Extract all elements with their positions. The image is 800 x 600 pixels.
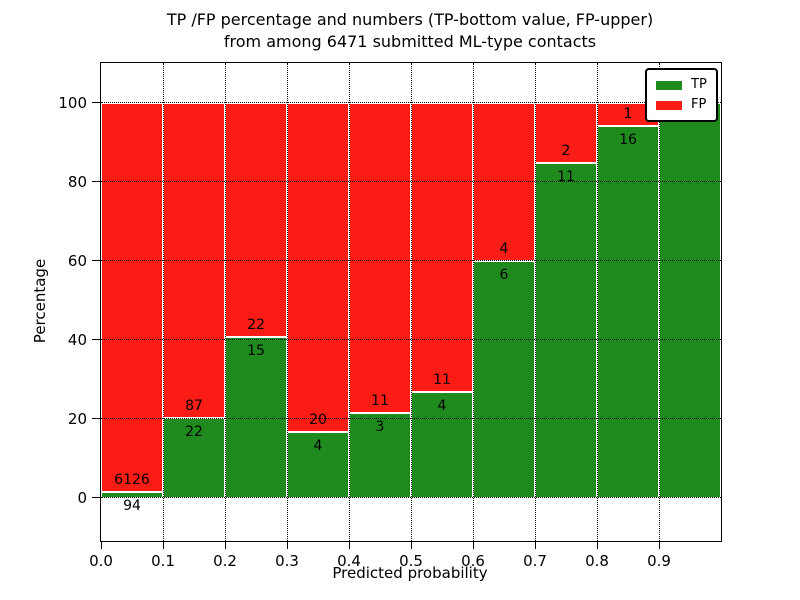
bar-segment-tp: [287, 431, 349, 498]
y-tick-label: 100: [58, 93, 87, 112]
x-tick-mark: [534, 541, 536, 549]
x-tick-label: 0.8: [585, 552, 609, 570]
x-tick-label: 0.3: [275, 552, 299, 570]
x-tick-mark: [286, 541, 288, 549]
tp-count-label: 16: [619, 131, 637, 148]
legend-label-fp: FP: [691, 97, 707, 112]
tp-count-label: 11: [557, 169, 575, 186]
tp-count-label: 6: [499, 266, 509, 283]
y-tick-label: 60: [67, 251, 87, 270]
gridline-vertical: [410, 63, 412, 541]
bar-segment-tp: [535, 163, 597, 498]
x-tick-label: 0.7: [523, 552, 547, 570]
bar-segment-fp: [225, 102, 287, 338]
gridline-vertical: [286, 63, 288, 541]
gridline-vertical: [348, 63, 350, 541]
fp-count-label: 20: [309, 411, 327, 428]
x-tick-mark: [596, 541, 598, 549]
bar-segment-fp: [101, 102, 163, 492]
gridline-vertical: [224, 63, 226, 541]
bar-segment-tp: [411, 392, 473, 498]
legend-label-tp: TP: [691, 77, 707, 92]
x-tick-label: 0.2: [213, 552, 237, 570]
tp-count-label: 22: [185, 423, 203, 440]
legend: TP FP: [645, 68, 718, 122]
tp-count-label: 3: [375, 418, 385, 435]
bar-segment-fp: [535, 102, 597, 164]
gridline-vertical: [658, 63, 660, 541]
gridline-vertical: [596, 63, 598, 541]
y-tick-mark: [92, 181, 100, 182]
bar-segment-tp: [349, 412, 411, 498]
x-tick-mark: [658, 541, 660, 549]
bar-segment-fp: [411, 102, 473, 393]
x-tick-mark: [472, 541, 474, 549]
fp-count-label: 2: [561, 143, 571, 160]
y-tick-label: 80: [67, 172, 87, 191]
tp-count-label: 4: [313, 437, 323, 454]
tp-count-label: 4: [437, 398, 447, 415]
bar-segment-tp: [659, 102, 721, 498]
fp-count-label: 6126: [114, 471, 150, 488]
y-tick-mark: [92, 260, 100, 262]
fp-count-label: 4: [499, 240, 509, 257]
x-axis-label: Predicted probability: [332, 564, 488, 582]
fp-count-label: 11: [433, 372, 451, 389]
legend-entry-tp: TP: [656, 75, 707, 95]
fp-count-label: 22: [247, 317, 265, 334]
x-tick-mark: [348, 541, 350, 549]
chart-title-line1: TP /FP percentage and numbers (TP-bottom…: [166, 10, 654, 29]
x-tick-mark: [410, 541, 412, 549]
chart-title-line2: from among 6471 submitted ML-type contac…: [223, 32, 597, 51]
tp-color-swatch: [656, 80, 682, 90]
bar-segment-fp: [349, 102, 411, 413]
gridline-vertical: [162, 63, 164, 541]
plot-area: 612694872222152041131144621111612 0.00.1…: [58, 62, 722, 570]
y-tick-label: 40: [67, 330, 87, 349]
tp-count-label: 94: [123, 497, 141, 514]
fp-count-label: 87: [185, 397, 203, 414]
y-tick-label: 20: [67, 409, 87, 428]
x-tick-mark: [162, 541, 164, 549]
x-tick-label: 0.1: [151, 552, 175, 570]
fp-color-swatch: [656, 100, 682, 110]
gridline-vertical: [472, 63, 474, 541]
x-tick-label: 0.4: [337, 552, 361, 570]
x-tick-label: 0.0: [89, 552, 113, 570]
chart-title: TP /FP percentage and numbers (TP-bottom…: [90, 9, 730, 53]
x-tick-label: 0.6: [461, 552, 485, 570]
fp-count-label: 11: [371, 392, 389, 409]
y-tick-label: 0: [77, 488, 87, 507]
y-tick-mark: [92, 339, 100, 341]
x-tick-label: 0.9: [647, 552, 671, 570]
bar-segment-fp: [287, 102, 349, 432]
gridline-vertical: [534, 63, 536, 541]
x-tick-mark: [100, 541, 102, 549]
x-tick-mark: [224, 541, 226, 549]
fp-count-label: 1: [623, 105, 633, 122]
x-tick-label: 0.5: [399, 552, 423, 570]
y-tick-mark: [92, 102, 100, 103]
tp-count-label: 15: [247, 343, 265, 360]
bar-segment-tp: [163, 417, 225, 498]
y-tick-mark: [92, 497, 100, 499]
bar-segment-tp: [473, 260, 535, 498]
legend-entry-fp: FP: [656, 95, 707, 115]
y-tick-mark: [92, 418, 100, 420]
